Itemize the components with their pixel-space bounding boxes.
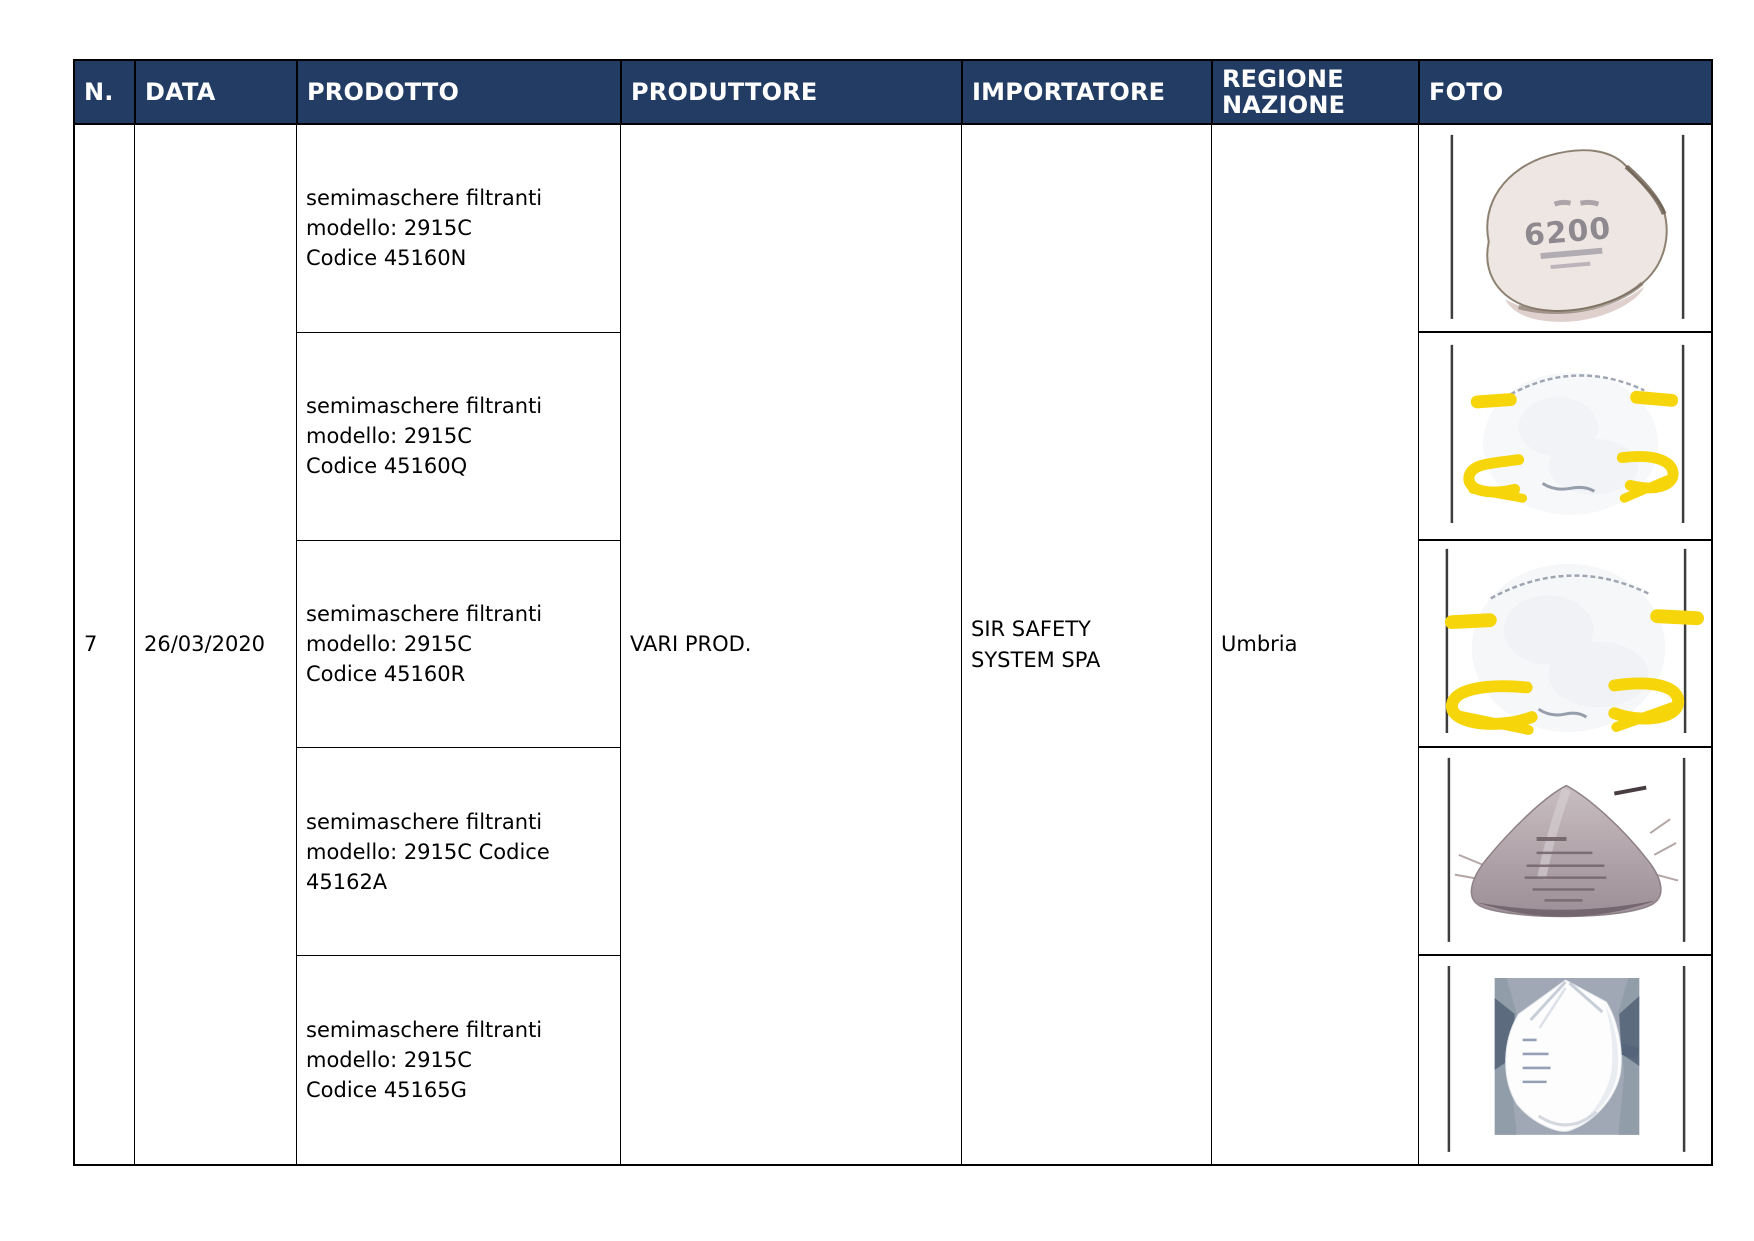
photo-box-4: [1418, 748, 1711, 957]
photo-box-5: [1418, 956, 1711, 1164]
cell-product-5: semimaschere filtranti modello: 2915C Co…: [296, 956, 620, 1164]
photo-box-2: [1418, 332, 1711, 541]
cup-respirator-6200-photo: 6200: [1450, 134, 1685, 322]
cell-importer: SIR SAFETY SYSTEM SPA: [961, 125, 1211, 1164]
white-flat-fold-mask-worn-photo: [1447, 966, 1686, 1153]
header-n: N.: [75, 61, 134, 125]
grey-cone-respirator-photo: [1447, 758, 1686, 943]
cell-row-number: 7: [75, 125, 134, 1164]
header-data: DATA: [134, 61, 296, 125]
cell-product-3: semimaschere filtranti modello: 2915C Co…: [296, 540, 620, 749]
white-cup-mask-yellow-straps-photo: [1450, 344, 1685, 523]
safety-products-table: N. DATA PRODOTTO PRODUTTORE IMPORTATORE …: [73, 59, 1713, 1166]
cell-product-4: semimaschere filtranti modello: 2915C Co…: [296, 748, 620, 957]
cell-region: Umbria: [1211, 125, 1418, 1164]
photo-box-3: [1418, 540, 1711, 749]
cell-producer: VARI PROD.: [620, 125, 961, 1164]
white-cup-mask-yellow-straps-large-photo: [1444, 548, 1704, 735]
header-foto: FOTO: [1418, 61, 1711, 125]
photo-box-1: 6200: [1418, 125, 1711, 333]
cell-date: 26/03/2020: [134, 125, 296, 1164]
header-importatore: IMPORTATORE: [961, 61, 1211, 125]
cell-product-2: semimaschere filtranti modello: 2915C Co…: [296, 332, 620, 541]
header-produttore: PRODUTTORE: [620, 61, 961, 125]
mask-print-6200: 6200: [1523, 211, 1613, 253]
header-regione-nazione: REGIONE NAZIONE: [1211, 61, 1418, 125]
cell-product-1: semimaschere filtranti modello: 2915C Co…: [296, 125, 620, 333]
header-prodotto: PRODOTTO: [296, 61, 620, 125]
